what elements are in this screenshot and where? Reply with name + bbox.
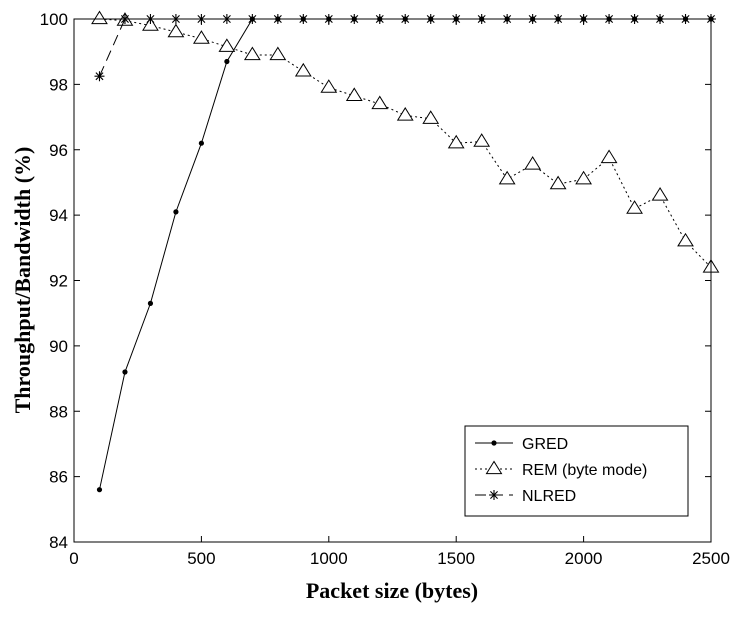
data-point-rem-byte-mode: [294, 62, 312, 77]
x-tick-label: 0: [69, 549, 78, 568]
data-point-rem-byte-mode: [345, 87, 363, 101]
data-point-rem-byte-mode: [193, 30, 210, 44]
data-point-gred: [173, 209, 179, 215]
y-tick-label: 86: [49, 468, 68, 487]
ticks-layer: 0 500 1000 1500 2000 2500 84 86 88 90 92 94 96 98 100: [40, 10, 730, 568]
series-line-rem-byte-mode: [99, 18, 712, 268]
data-point-rem-byte-mode: [371, 95, 389, 110]
series-layer: [91, 10, 720, 493]
legend-label-rem-byte-mode: REM (byte mode): [522, 462, 647, 479]
legend-label-gred: GRED: [522, 436, 568, 453]
x-tick-label: 2500: [692, 549, 730, 568]
data-point-rem-byte-mode: [142, 17, 159, 31]
data-point-gred: [96, 487, 103, 493]
series-line-nlred: [99, 18, 711, 77]
x-tick-label: 1000: [310, 549, 348, 568]
data-point-rem-byte-mode: [651, 187, 669, 201]
y-tick-label: 90: [49, 337, 68, 356]
data-point-rem-byte-mode: [269, 46, 287, 61]
data-point-rem-byte-mode: [91, 10, 108, 25]
data-point-gred: [224, 58, 230, 65]
x-tick-label: 1500: [437, 549, 475, 568]
series-gred: [96, 16, 714, 493]
y-tick-label: 92: [49, 272, 68, 291]
data-point-gred: [147, 300, 154, 306]
data-point-rem-byte-mode: [524, 156, 542, 170]
legend-marker-rem-byte-mode: [485, 460, 503, 475]
data-point-rem-byte-mode: [575, 170, 592, 185]
data-point-rem-byte-mode: [218, 38, 236, 52]
legend-label-nlred: NLRED: [522, 488, 576, 505]
data-point-rem-byte-mode: [626, 200, 643, 214]
data-point-rem-byte-mode: [473, 133, 491, 147]
data-point-gred: [198, 140, 204, 146]
data-point-rem-byte-mode: [422, 110, 440, 124]
data-point-rem-byte-mode: [600, 149, 618, 164]
legend-marker-nlred: [489, 490, 499, 500]
legend: GRED REM (byte mode) NLRED: [464, 425, 689, 517]
x-tick-label: 2000: [565, 549, 603, 568]
series-line-gred: [98, 18, 711, 490]
data-point-nlred: [94, 71, 105, 82]
legend-box: [464, 425, 689, 517]
data-point-rem-byte-mode: [447, 134, 465, 149]
y-tick-label: 88: [49, 402, 68, 421]
y-tick-label: 94: [49, 206, 68, 225]
data-point-rem-byte-mode: [677, 232, 694, 247]
legend-marker-gred: [491, 440, 497, 446]
data-point-rem-byte-mode: [167, 23, 185, 38]
x-tick-label: 500: [187, 549, 215, 568]
y-tick-label: 96: [49, 141, 68, 160]
series-nlred: [94, 14, 716, 82]
data-point-rem-byte-mode: [320, 79, 338, 93]
y-tick-label: 98: [49, 75, 68, 94]
data-point-gred: [122, 369, 128, 375]
x-axis-label: Packet size (bytes): [306, 578, 478, 603]
y-tick-label: 100: [40, 10, 68, 29]
y-tick-label: 84: [49, 533, 68, 552]
y-axis-label: Throughput/Bandwidth (%): [10, 147, 35, 414]
data-point-rem-byte-mode: [243, 46, 261, 61]
data-point-rem-byte-mode: [396, 106, 414, 121]
data-point-rem-byte-mode: [549, 175, 567, 190]
series-rem-byte-mode: [91, 10, 720, 273]
data-point-rem-byte-mode: [498, 170, 516, 185]
